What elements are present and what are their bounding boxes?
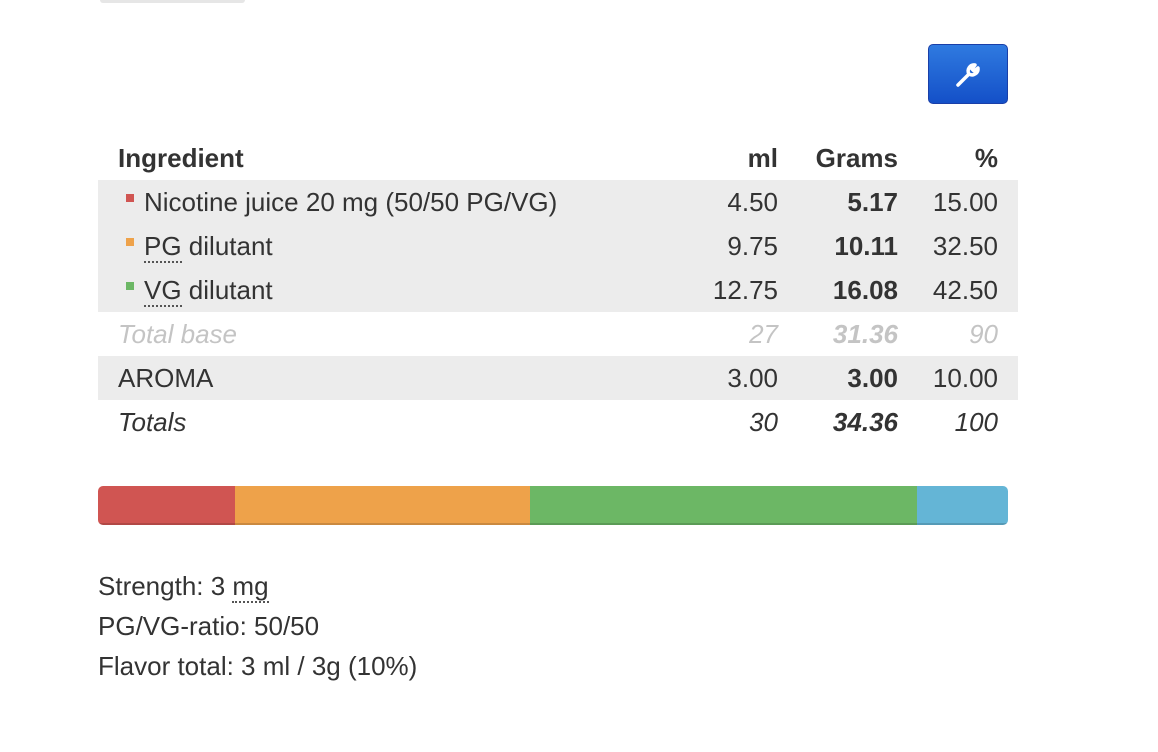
row-label: Total base xyxy=(118,319,238,349)
ml-cell: 27 xyxy=(749,319,778,349)
header-row: Ingredient ml Grams% xyxy=(98,136,1018,180)
abbreviation: PG xyxy=(144,231,182,263)
ingredient-row: VG dilutant 12.75 16.08 42.50 xyxy=(98,268,1018,312)
row-label: AROMA xyxy=(118,363,214,393)
column-header: Grams xyxy=(815,143,898,173)
summary: Strength: 3 mg PG/VG-ratio: 50/50 Flavor… xyxy=(98,566,417,686)
ml-cell: 4.50 xyxy=(727,187,778,217)
strength: Strength: 3 mg xyxy=(98,566,417,606)
bar-segment xyxy=(917,486,1008,525)
ml-cell: 3.00 xyxy=(727,363,778,393)
color-swatch xyxy=(126,194,134,202)
settings-button[interactable] xyxy=(928,44,1008,104)
totals-row: Totals 30 34.36 100 xyxy=(98,400,1018,444)
ingredient-cell: Nicotine juice 20 mg (50/50 PG/VG) xyxy=(144,180,557,224)
grams-cell: 5.17 xyxy=(847,187,898,217)
ingredient-row: Nicotine juice 20 mg (50/50 PG/VG) 4.50 5.… xyxy=(98,180,1018,224)
grams-cell: 3.00 xyxy=(847,363,898,393)
grams-cell: 16.08 xyxy=(832,275,898,305)
ingredient-cell: VG dilutant xyxy=(144,268,273,312)
column-header: % xyxy=(974,143,998,173)
ml-cell: 30 xyxy=(749,407,778,437)
percent-cell: 32.50 xyxy=(932,231,998,261)
grams-cell: 10.11 xyxy=(834,231,898,261)
percent-cell: 100 xyxy=(954,407,998,437)
abbreviation: VG xyxy=(144,275,182,307)
aroma-row: AROMA 3.00 3.00 10.00 xyxy=(98,356,1018,400)
ingredient-name: dilutant xyxy=(181,275,273,305)
wrench-icon xyxy=(956,63,980,87)
grams-cell: 34.36 xyxy=(832,407,898,437)
ratio: PG/VG-ratio: 50/50 xyxy=(98,611,320,641)
ml-cell: 9.75 xyxy=(727,231,778,261)
color-swatch xyxy=(126,282,134,290)
ingredient-name: dilutant xyxy=(181,231,273,261)
ingredient-name: Nicotine juice 20 mg (50/50 PG/VG) xyxy=(144,187,558,217)
percent-cell: 90 xyxy=(969,319,998,349)
total-base-row: Total base 27 31.36 90 xyxy=(98,312,1018,356)
grams-cell: 31.36 xyxy=(832,319,898,349)
strength-label: Strength: 3 xyxy=(98,571,233,601)
ingredient-cell: PG dilutant xyxy=(144,224,273,268)
column-header: Ingredient xyxy=(118,143,244,173)
ingredient-table: Ingredient ml Grams% Nicotine juice 20 mg (… xyxy=(98,136,1018,444)
percent-cell: 15.00 xyxy=(932,187,998,217)
tab-edge xyxy=(100,0,245,3)
bar-segment xyxy=(98,486,235,525)
bar-segment xyxy=(234,486,531,525)
bar-segment xyxy=(530,486,917,525)
mix-bar xyxy=(98,486,1008,525)
row-label: Totals xyxy=(118,407,187,437)
ingredient-row: PG dilutant 9.75 10.11 32.50 xyxy=(98,224,1018,268)
unit: mg xyxy=(232,571,269,603)
flavor: Flavor total: 3 ml / 3g (10%) xyxy=(98,651,418,681)
column-header: ml xyxy=(747,143,778,173)
color-swatch xyxy=(126,238,134,246)
percent-cell: 10.00 xyxy=(932,363,998,393)
ml-cell: 12.75 xyxy=(712,275,778,305)
percent-cell: 42.50 xyxy=(932,275,998,305)
